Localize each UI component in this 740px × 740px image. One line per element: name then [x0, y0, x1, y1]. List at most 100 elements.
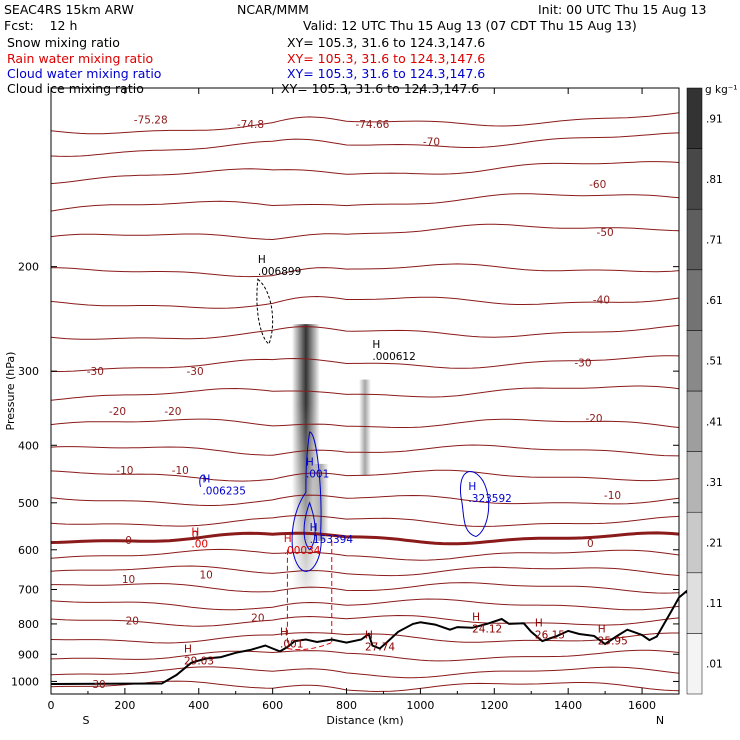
x-tick-label: 400 [188, 699, 209, 712]
colorbar-segment [686, 208, 703, 271]
isotherm-line [50, 385, 680, 401]
extremum-value: .153394 [310, 534, 354, 546]
isotherm-label: -30 [186, 366, 203, 378]
ice-shading-fade [291, 324, 320, 590]
extremum-value: .00034 [284, 545, 321, 557]
extremum-value: 26.15 [535, 629, 565, 641]
y-tick-label: 1000 [11, 675, 39, 688]
isotherm-label: -50 [597, 227, 614, 239]
terrain-profile [50, 589, 695, 685]
isotherm-line [50, 418, 680, 428]
x-tick-label: 200 [114, 699, 135, 712]
colorbar-label: .41 [706, 416, 723, 428]
y-tick-label: 900 [18, 648, 39, 661]
isotherm-line [50, 223, 680, 241]
extremum-marker: H [191, 526, 199, 538]
colorbar-segment [686, 451, 703, 513]
isotherm-label: -60 [589, 179, 606, 191]
isotherm-label: -70 [423, 136, 440, 148]
isotherm-line [50, 565, 680, 577]
isotherm-line [50, 295, 680, 309]
center-label: NCAR/MMM [237, 2, 309, 17]
field-xy-cloud-water: XY= 105.3, 31.6 to 124.3,147.6 [287, 66, 486, 81]
extremum-value: .000612 [372, 351, 415, 363]
cloud-water-contour [291, 431, 322, 572]
temperature-contours [50, 112, 680, 693]
colorbar-segment [686, 633, 703, 695]
extremum-marker: H [598, 624, 606, 636]
mixing-ratio-contours [199, 278, 490, 651]
y-axis-title: Pressure (hPa) [4, 352, 17, 431]
colorbar-segment [686, 269, 703, 331]
isotherm-line [50, 324, 680, 340]
isotherm-line [50, 531, 680, 546]
field-name-rain: Rain water mixing ratio [7, 51, 154, 66]
extremum-marker: H [372, 339, 380, 351]
colorbar-label: .81 [706, 174, 723, 186]
extremum-marker: H [202, 473, 210, 485]
x-end-label-right: N [656, 714, 664, 727]
cloud-water-contour [303, 501, 316, 551]
isotherm-line [51, 582, 680, 594]
colorbar: .01 .11 .21 .31 .41 .51 .61 .71 .81 .91 g kg⁻¹ [686, 84, 738, 695]
isotherm-label: -74.66 [355, 119, 389, 131]
isotherm-label: -10 [172, 465, 189, 477]
colorbar-label: .61 [706, 295, 723, 307]
isotherm-label: 0 [587, 538, 594, 550]
terrain-line [50, 589, 695, 685]
isotherm-line [50, 161, 680, 185]
isotherm-line [50, 614, 680, 627]
isotherm-line [50, 514, 680, 527]
isotherm-line [50, 112, 680, 135]
isotherm-line [50, 598, 680, 611]
ice-shading-column-secondary [359, 379, 371, 476]
colorbar-segment [686, 87, 703, 149]
isotherm-label: 10 [122, 574, 135, 586]
y-tick-label: 500 [18, 497, 39, 510]
isotherm-line [50, 444, 680, 457]
isotherm-label: 30 [92, 679, 105, 691]
x-tick-label: 600 [262, 699, 283, 712]
extremum-value: .00 [191, 538, 208, 550]
valid-time: Valid: 12 UTC Thu 15 Aug 13 (07 CDT Thu … [303, 18, 637, 33]
extremum-value: .323592 [468, 493, 511, 505]
field-xy-rain: XY= 105.3, 31.6 to 124.3,147.6 [287, 51, 486, 66]
isotherm-label: 10 [199, 569, 212, 581]
extremum-marker: H [310, 522, 318, 534]
x-tick-label: 1600 [628, 699, 656, 712]
extremum-value: 24.12 [472, 623, 502, 635]
isotherm-label: 20 [251, 612, 264, 624]
cloud-water-contour [459, 471, 490, 538]
model-title: SEAC4RS 15km ARW [4, 2, 134, 17]
isotherm-label: 0 [192, 530, 199, 542]
colorbar-label: .71 [706, 235, 723, 247]
isotherm-label: 0 [125, 535, 132, 547]
colorbar-label: .11 [706, 598, 723, 610]
isotherm-line [50, 469, 680, 482]
extremum-value: .006899 [258, 266, 301, 278]
ice-shading-layer [291, 324, 371, 590]
colorbar-label: .31 [706, 477, 723, 489]
y-tick-label: 200 [18, 261, 39, 274]
y-tick-label: 300 [18, 365, 39, 378]
extremum-marker: H [306, 457, 314, 469]
isotherm-label: -20 [164, 406, 181, 418]
extremum-marker: H [365, 629, 373, 641]
extremum-value: .006235 [202, 485, 245, 497]
y-tick-label: 800 [18, 618, 39, 631]
forecast-hour: Fcst: 12 h [4, 18, 78, 33]
colorbar-segment [686, 148, 703, 210]
field-xy-snow: XY= 105.3, 31.6 to 124.3,147.6 [287, 35, 486, 50]
extremum-marker: H [258, 254, 266, 266]
field-name-cloud-water: Cloud water mixing ratio [7, 66, 162, 81]
isotherm-label: -74.8 [237, 119, 264, 131]
x-tick-label: 1000 [406, 699, 434, 712]
extremum-marker: H [280, 627, 288, 639]
rain-contour [287, 642, 332, 651]
field-name-snow: Snow mixing ratio [7, 35, 120, 50]
isotherm-label: -40 [593, 294, 610, 306]
y-tick-label: 400 [18, 439, 39, 452]
isotherm-label: -30 [87, 366, 104, 378]
isotherm-label: 20 [126, 616, 139, 628]
